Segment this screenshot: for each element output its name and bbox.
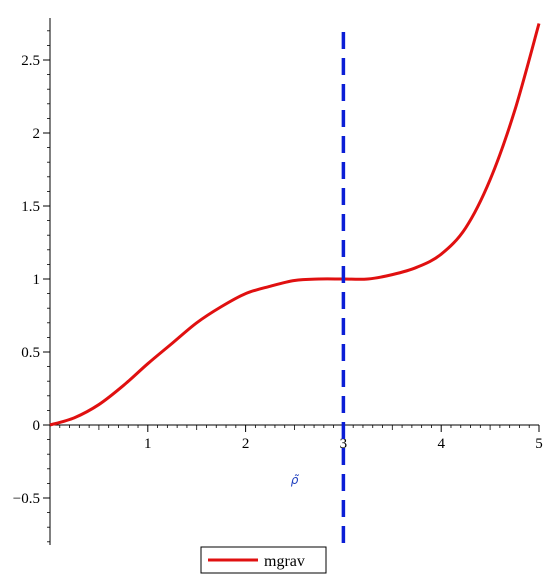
y-tick-label: 1.5 — [21, 199, 40, 215]
y-tick-label: −0.5 — [13, 491, 40, 507]
x-axis-label: ρ̃ — [291, 473, 300, 487]
series-layer — [49, 23, 541, 427]
y-tick-label: 2 — [33, 126, 41, 142]
y-tick-label: 0 — [33, 418, 41, 434]
x-tick-label: 4 — [437, 436, 445, 452]
y-tick-label: 2.5 — [21, 53, 40, 69]
x-tick-label: 1 — [144, 436, 152, 452]
y-tick-label: 1 — [33, 272, 41, 288]
series-line-mgrav — [49, 23, 541, 427]
x-tick-label: 5 — [535, 436, 543, 452]
legend: mgrav — [200, 546, 327, 574]
x-tick-label: 3 — [340, 436, 348, 452]
legend-label: mgrav — [264, 553, 305, 570]
y-tick-label: 0.5 — [21, 345, 40, 361]
ticks: 1 2 3 4 5 −0.5 0 0.5 1 1.5 2 2.5 — [13, 30, 543, 543]
x-tick-label: 2 — [242, 436, 250, 452]
